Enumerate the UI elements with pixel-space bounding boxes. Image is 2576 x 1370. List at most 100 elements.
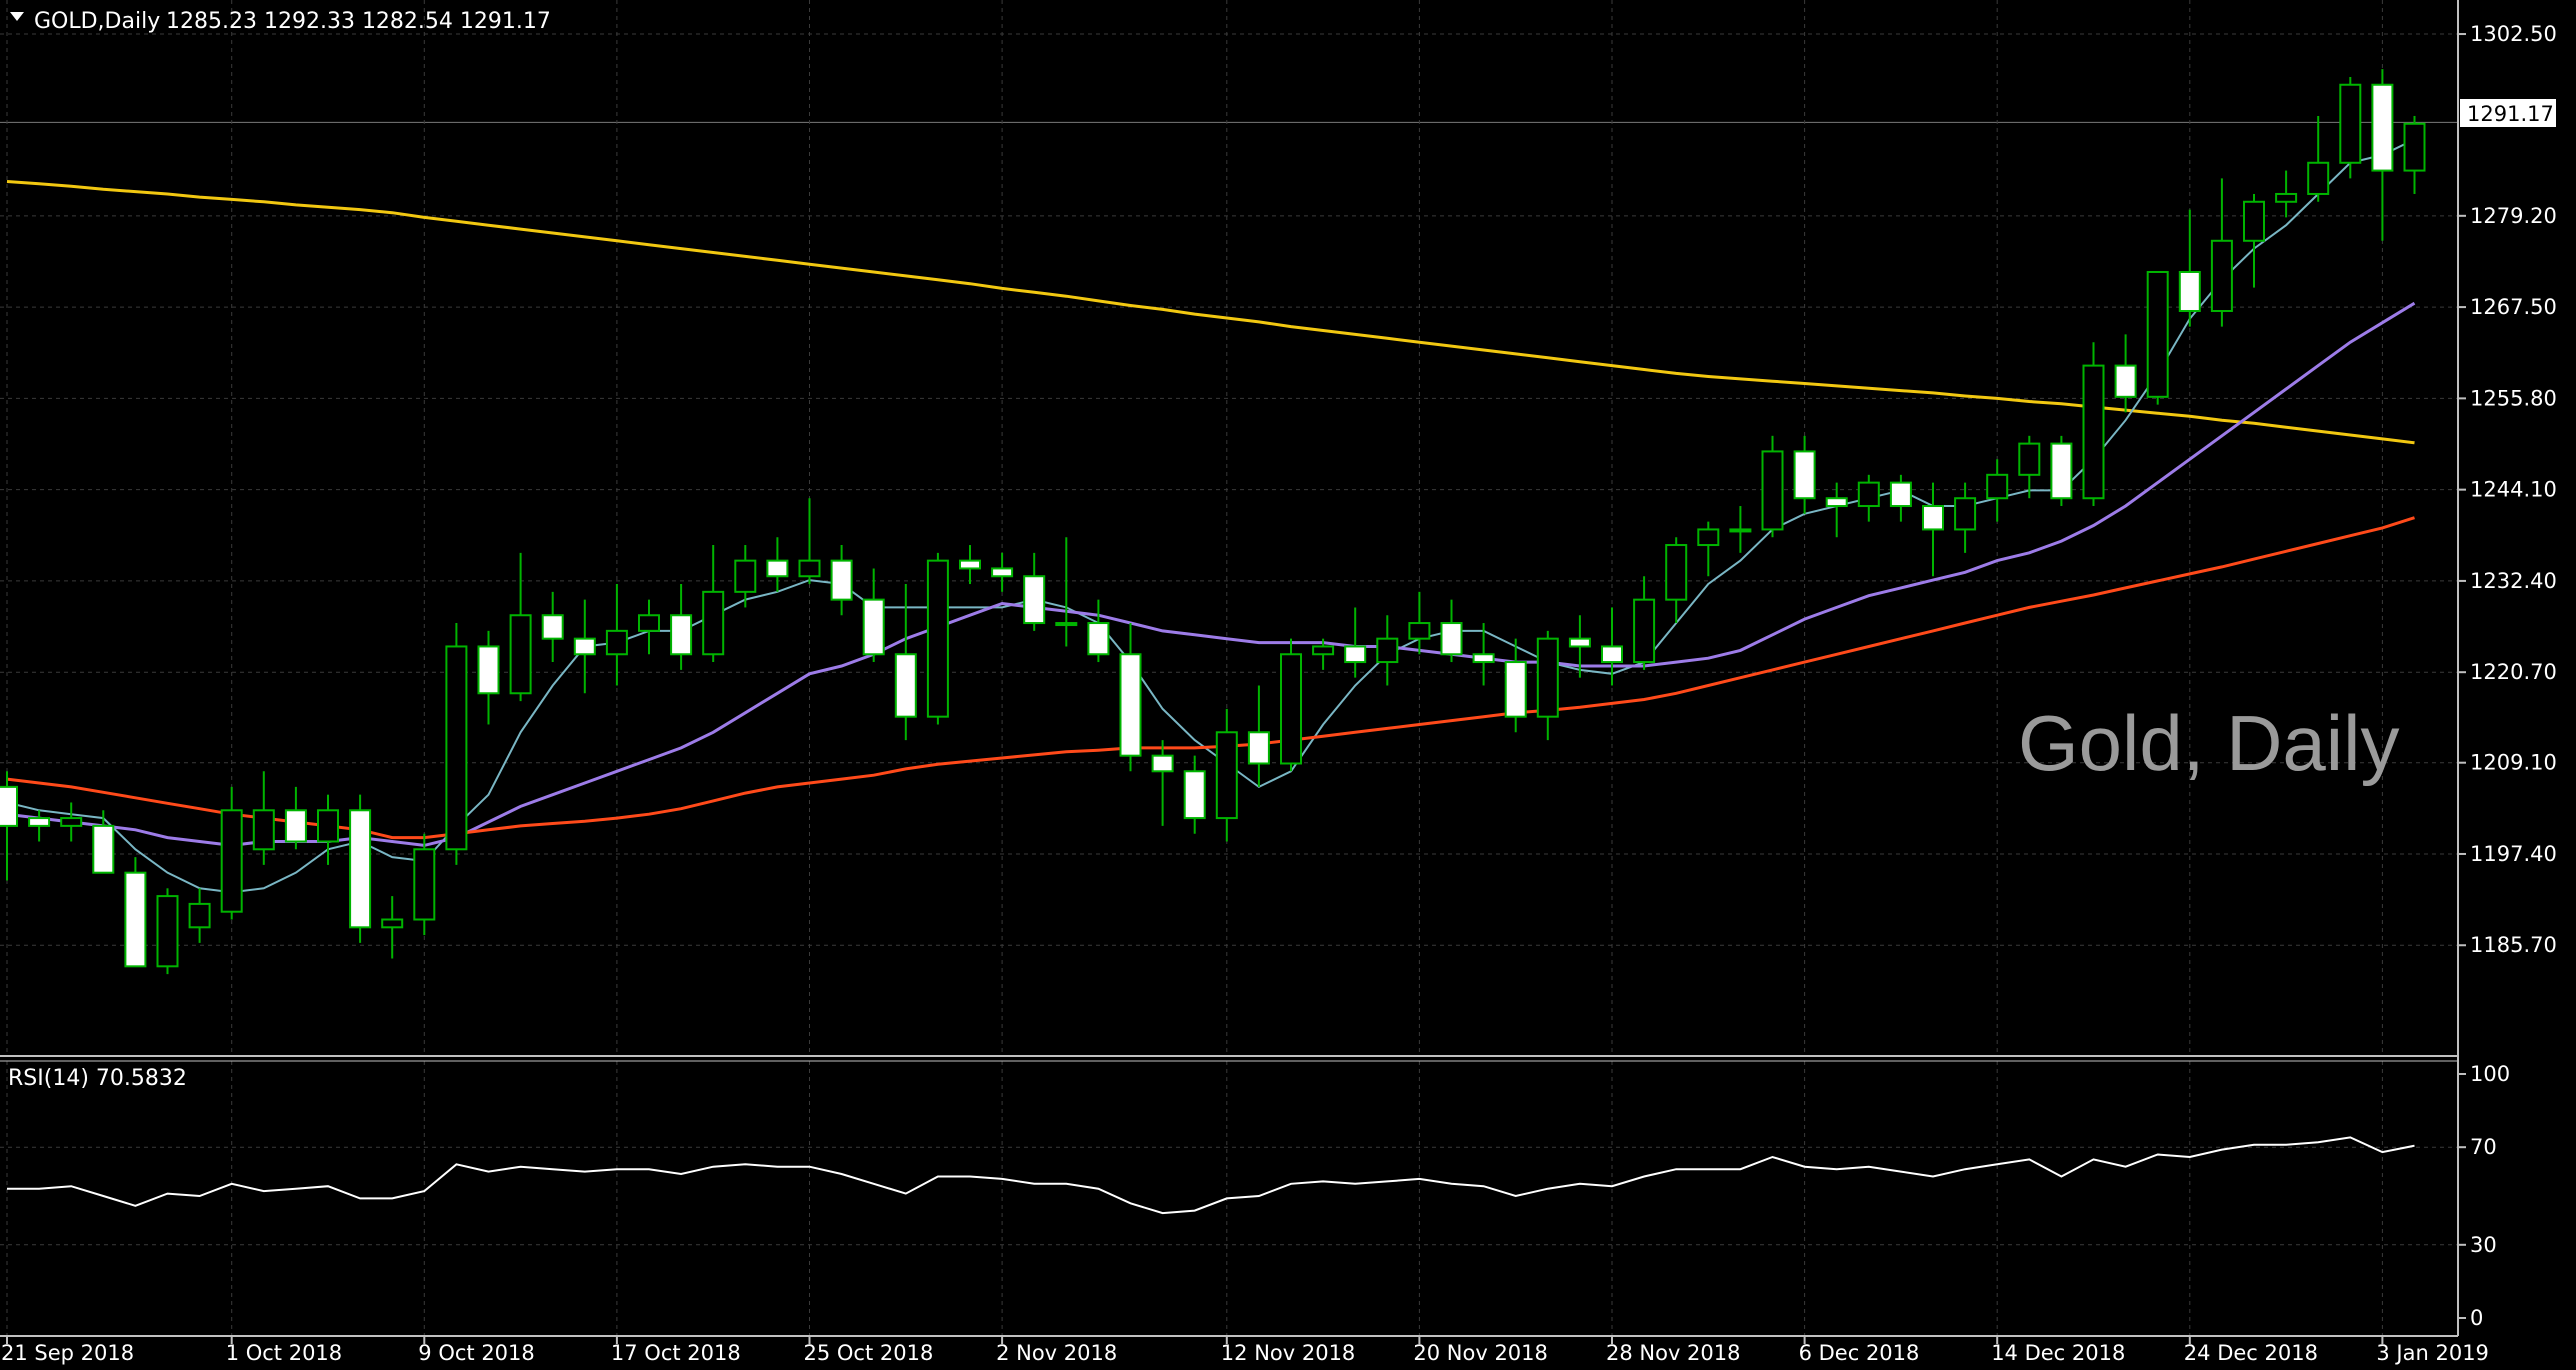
candle <box>1697 521 1720 577</box>
candle <box>1440 599 1463 663</box>
candle <box>1408 591 1431 655</box>
candles <box>0 69 2426 975</box>
candle-body-up <box>2210 239 2233 312</box>
candle-body-up <box>1986 473 2009 500</box>
candle-body-down <box>92 824 115 874</box>
time-tick-label: 12 Nov 2018 <box>1221 1341 1356 1365</box>
time-tick-label: 28 Nov 2018 <box>1606 1341 1741 1365</box>
candle <box>2018 435 2041 499</box>
candle-body-up <box>1215 731 1238 820</box>
candle-body-up <box>1954 497 1977 531</box>
candle-body-up <box>156 895 179 968</box>
candle <box>2307 115 2330 202</box>
candle <box>1857 474 1880 522</box>
candle-body-up <box>1697 528 1720 547</box>
candle <box>2403 115 2426 194</box>
symbol-label: GOLD,Daily <box>34 9 160 34</box>
candle <box>317 794 339 865</box>
candle <box>0 771 18 881</box>
moving-average-line <box>6 138 2415 894</box>
candle-body-down <box>1601 645 1623 664</box>
candle-body-down <box>1344 645 1367 664</box>
candle-body-down <box>1183 770 1206 820</box>
candle <box>252 771 275 865</box>
triangle-down-icon[interactable] <box>10 12 24 21</box>
candle-body-up <box>734 559 757 593</box>
candle-body-up <box>2146 270 2169 398</box>
grid <box>0 0 2458 1336</box>
time-tick-label: 3 Jan 2019 <box>2376 1341 2489 1365</box>
candle <box>1536 630 1559 741</box>
candle <box>1247 685 1270 787</box>
candle-body-down <box>862 598 885 656</box>
candle <box>1665 537 1688 624</box>
candle <box>1568 615 1591 678</box>
candle <box>2275 170 2298 218</box>
candle <box>1023 552 1046 631</box>
candle <box>894 584 917 741</box>
candle <box>766 537 789 592</box>
rsi-tick-label: 100 <box>2470 1062 2510 1086</box>
candle-body-up <box>1280 653 1302 765</box>
time-tick-label: 21 Sep 2018 <box>1 1341 134 1365</box>
candle <box>541 591 564 663</box>
time-tick-label: 2 Nov 2018 <box>996 1341 1117 1365</box>
candle-body-down <box>2114 364 2137 398</box>
candle <box>1376 615 1399 686</box>
candle <box>2050 435 2073 507</box>
candle-body-up <box>638 614 660 632</box>
price-tick-label: 1302.50 <box>2470 22 2557 46</box>
candle <box>188 888 211 943</box>
price-tick-label: 1267.50 <box>2470 295 2557 319</box>
time-tick-label: 6 Dec 2018 <box>1799 1341 1920 1365</box>
candle-body-down <box>284 809 307 843</box>
candle-body-up <box>1055 622 1078 627</box>
candle-body-up <box>2275 192 2298 203</box>
candle-body-up <box>1633 598 1656 664</box>
candle <box>638 599 660 655</box>
candle <box>1729 506 1752 553</box>
candle-body-up <box>1665 544 1688 601</box>
rsi-panel <box>7 1136 2415 1215</box>
candle-body-down <box>541 614 564 640</box>
rsi-tick-label: 30 <box>2470 1233 2497 1257</box>
candle <box>1087 599 1110 663</box>
candle <box>1601 607 1623 686</box>
candle-body-up <box>1729 528 1752 533</box>
candle-body-down <box>1023 575 1046 625</box>
candle-body-up <box>926 559 949 718</box>
candle <box>959 545 981 585</box>
candle-body-down <box>894 653 917 718</box>
moving-averages <box>6 138 2416 894</box>
candle-body-up <box>2403 122 2426 172</box>
candle <box>2114 334 2137 413</box>
candle-body-up <box>509 614 532 695</box>
candle <box>1119 623 1142 772</box>
candle-body-up <box>2018 442 2041 476</box>
candle <box>1922 482 1944 577</box>
candle-body-down <box>28 817 51 827</box>
candle <box>60 802 83 842</box>
price-tick-label: 1255.80 <box>2470 386 2557 410</box>
candle-body-up <box>1312 645 1335 656</box>
candle <box>2178 209 2201 327</box>
candle <box>220 786 243 920</box>
candle <box>124 857 147 968</box>
candle-body-up <box>413 848 436 921</box>
candle <box>991 552 1014 592</box>
candle-body-down <box>766 559 789 578</box>
candle <box>1344 607 1367 678</box>
price-tick-label: 1279.20 <box>2470 204 2557 228</box>
moving-average-line <box>6 516 2415 840</box>
candle-body-up <box>445 645 468 851</box>
price-tick-label: 1232.40 <box>2470 569 2557 593</box>
candle <box>413 833 436 936</box>
candle <box>1504 638 1527 733</box>
candle-body-up <box>2307 161 2330 195</box>
candle <box>1280 638 1302 772</box>
candle <box>477 630 500 725</box>
candle <box>28 810 51 842</box>
current-price-label: 1291.17 <box>2467 102 2554 126</box>
candle-body-up <box>381 918 404 929</box>
